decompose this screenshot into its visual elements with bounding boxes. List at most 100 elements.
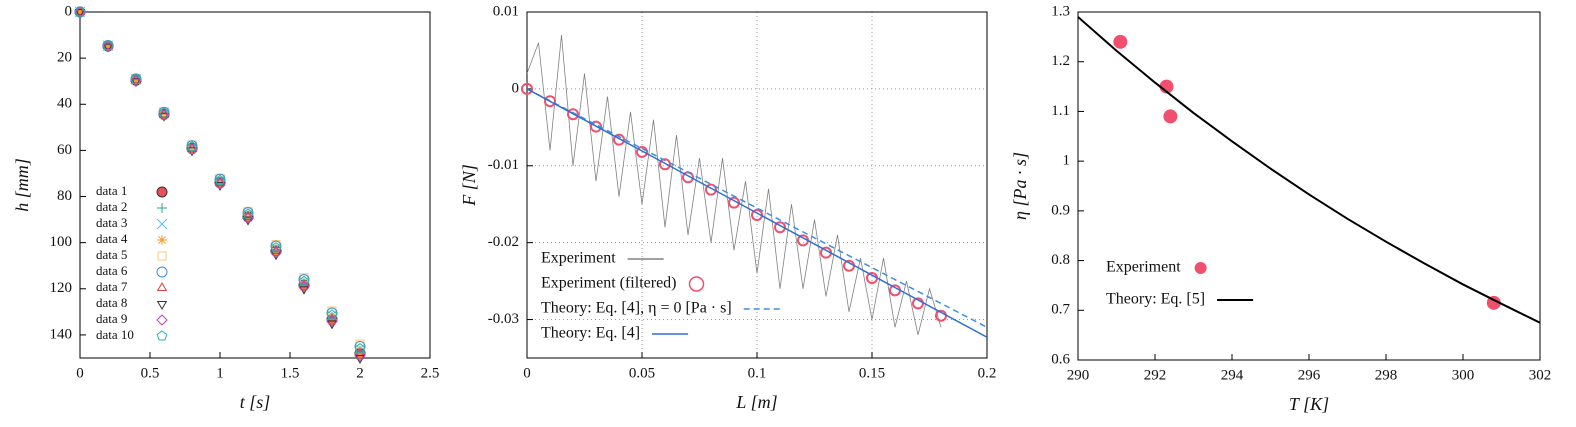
x-axis-label: t [s] [240,392,271,412]
marker [354,355,366,364]
marker [636,145,648,158]
marker [298,275,310,286]
marker [186,141,198,152]
legend-marker [156,314,168,326]
y-tick-label: 1 [1063,153,1071,169]
marker [270,246,282,259]
legend-label: data 5 [96,247,127,262]
marker [159,110,169,121]
y-tick-label: 100 [50,234,73,250]
marker [326,315,338,328]
legend-marker [156,330,168,341]
marker [187,144,197,155]
marker [326,307,338,319]
y-tick-label: -0.03 [488,311,519,327]
y-tick-label: 1.3 [1051,3,1070,19]
marker [659,158,671,171]
y-tick-label: 120 [50,280,73,296]
legend-label: data 4 [96,231,128,246]
x-axis-label: T [K] [1289,394,1329,414]
legend-marker [1194,262,1207,274]
x-tick-label: 2 [356,365,364,381]
marker [102,43,114,53]
y-tick-label: 80 [57,188,72,204]
x-tick-label: 296 [1298,367,1321,383]
marker [130,78,142,88]
legend-marker [156,266,168,278]
marker [131,75,141,86]
legend-marker [157,235,167,245]
legend-label: Theory: Eq. [5] [1106,291,1205,308]
legend-marker [156,281,168,291]
marker [130,73,142,84]
legend-label: Theory: Eq. [4] [541,325,640,342]
legend-marker [157,203,167,213]
marker [102,40,114,50]
series-line [527,88,987,338]
legend-label: data 6 [96,263,128,278]
x-tick-label: 1.5 [281,365,300,381]
marker [354,340,366,352]
x-tick-label: 290 [1067,367,1090,383]
y-tick-label: -0.02 [488,234,519,250]
y-axis-label: h [mm] [12,158,32,212]
x-tick-label: 2.5 [421,365,440,381]
y-tick-label: 0.6 [1051,351,1070,367]
x-tick-label: 0 [523,365,531,381]
legend-marker [156,301,168,311]
marker [521,82,533,95]
x-tick-label: 298 [1375,367,1398,383]
legend-marker [157,251,167,261]
x-tick-label: 300 [1452,367,1475,383]
x-tick-label: 1 [216,365,224,381]
legend-label: data 1 [96,183,127,198]
y-tick-label: 0 [65,3,73,19]
legend-marker [156,186,168,198]
y-tick-label: 0.8 [1051,252,1070,268]
y-tick-label: 0.7 [1051,302,1070,318]
marker [214,174,226,185]
marker [75,7,85,17]
marker [326,309,338,320]
y-tick-label: 0 [512,80,520,96]
marker [354,343,366,354]
marker [1163,109,1178,124]
marker [271,240,281,250]
marker [74,6,86,17]
legend-label: Experiment [541,250,616,267]
x-tick-label: 302 [1529,367,1552,383]
marker [158,109,170,121]
marker [705,183,717,196]
y-tick-label: 0.9 [1051,202,1070,218]
legend-marker [156,218,168,230]
x-axis-label: L [m] [735,392,777,412]
y-axis-label: η [Pa · s] [1010,152,1030,220]
series-line [527,88,987,328]
legend-label: data 2 [96,199,127,214]
x-tick-label: 292 [1144,367,1167,383]
marker [1113,34,1128,49]
y-axis-label: F [N] [459,164,479,207]
marker [103,41,113,52]
marker [270,242,282,253]
x-tick-label: 0.5 [141,365,160,381]
legend-label: data 3 [96,215,127,230]
marker [1486,295,1501,310]
marker [130,75,142,87]
plot-frame [1077,11,1541,361]
series-line [1078,16,1540,324]
y-tick-label: 1.2 [1051,53,1070,69]
marker [299,281,309,292]
legend-label: data 10 [96,327,134,342]
marker [774,221,786,234]
marker [74,5,86,15]
x-tick-label: 0 [76,365,84,381]
x-tick-label: 294 [1221,367,1244,383]
marker [242,212,254,224]
marker [242,208,254,219]
y-tick-label: 0.01 [493,3,519,19]
marker [158,107,170,118]
y-tick-label: 140 [50,326,73,342]
plot-frame [79,11,431,359]
